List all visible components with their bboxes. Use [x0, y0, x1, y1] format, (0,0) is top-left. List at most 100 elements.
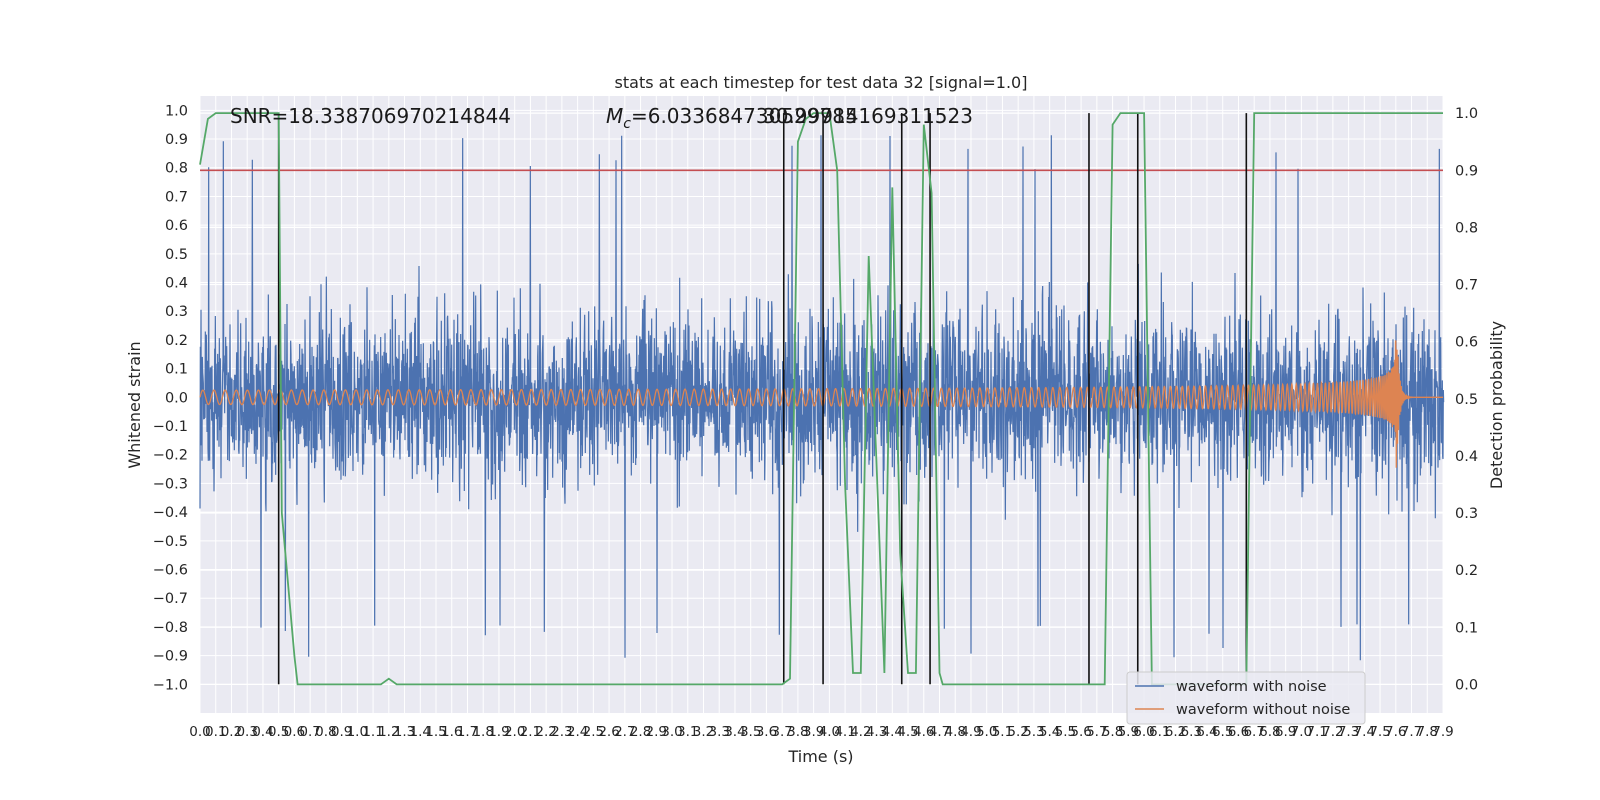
x-tick-label: 1.6 — [441, 724, 462, 740]
x-tick-label: 0.3 — [236, 724, 257, 740]
x-tick-label: 1.4 — [410, 724, 431, 740]
x-tick-label: 6.7 — [1243, 724, 1264, 740]
y2-tick-label: 0.6 — [1455, 335, 1478, 351]
x-tick-label: 2.6 — [598, 724, 619, 740]
y2-tick-label: 0.1 — [1455, 620, 1478, 636]
x-tick-label: 4.9 — [960, 724, 981, 740]
x-tick-label: 5.7 — [1086, 724, 1107, 740]
x-tick-label: 6.9 — [1275, 724, 1296, 740]
x-tick-label: 7.3 — [1338, 724, 1359, 740]
x-tick-label: 7.6 — [1385, 724, 1406, 740]
x-tick-label: 4.3 — [866, 724, 887, 740]
y-tick-label: −1.0 — [153, 677, 188, 693]
x-tick-label: 7.9 — [1432, 724, 1453, 740]
x-tick-label: 0.7 — [299, 724, 320, 740]
chirp-mass-subscript: c — [623, 116, 631, 132]
y2-tick-label: 0.9 — [1455, 163, 1478, 179]
y2-tick-label: 0.0 — [1455, 677, 1478, 693]
x-tick-label: 4.0 — [819, 724, 840, 740]
clean-series — [199, 340, 1443, 468]
x-tick-label: 2.9 — [646, 724, 667, 740]
x-tick-label: 5.6 — [1070, 724, 1091, 740]
legend-box — [1126, 671, 1366, 725]
x-tick-label: 3.7 — [771, 724, 792, 740]
y2-tick-label: 0.7 — [1455, 278, 1478, 294]
x-tick-label: 6.8 — [1259, 724, 1280, 740]
tick-labels: −1.0 −0.9 −0.8 −0.7 −0.6 −0.5 −0.4 −0.3 −0.2 −0.1… — [153, 103, 1478, 740]
x-tick-label: 5.4 — [1039, 724, 1060, 740]
x-tick-label: 1.2 — [378, 724, 399, 740]
x-tick-label: 7.0 — [1291, 724, 1312, 740]
x-tick-label: 6.5 — [1212, 724, 1233, 740]
x-tick-label: 3.9 — [803, 724, 824, 740]
x-tick-label: 0.5 — [268, 724, 289, 740]
x-tick-label: 5.5 — [1055, 724, 1076, 740]
x-tick-label: 2.1 — [520, 724, 541, 740]
y2-axis-label: Detection probability — [1487, 321, 1506, 489]
x-tick-label: 4.8 — [944, 724, 965, 740]
chirp-mass-value: =6.033684730529785 — [631, 104, 858, 128]
x-tick-label: 0.2 — [221, 724, 242, 740]
x-tick-label: 0.1 — [205, 724, 226, 740]
x-tick-label: 4.7 — [929, 724, 950, 740]
y-tick-label: 1.0 — [165, 103, 188, 119]
y-tick-label: −0.4 — [153, 505, 188, 521]
x-tick-label: 2.2 — [535, 724, 556, 740]
x-tick-label: 5.1 — [992, 724, 1013, 740]
x-tick-label: 5.9 — [1118, 724, 1139, 740]
x-tick-label: 5.2 — [1007, 724, 1028, 740]
x-tick-label: 2.5 — [583, 724, 604, 740]
y-tick-label: −0.6 — [153, 563, 188, 579]
x-tick-label: 3.6 — [756, 724, 777, 740]
x-tick-label: 3.0 — [661, 724, 682, 740]
y-tick-label: 0.9 — [165, 132, 188, 148]
chirp-mass-annotation: Mc=6.033684730529785 — [606, 104, 858, 132]
x-tick-label: 1.0 — [347, 724, 368, 740]
legend-label-noise: waveform with noise — [1176, 679, 1327, 695]
x-tick-label: 7.2 — [1322, 724, 1343, 740]
x-tick-label: 5.8 — [1102, 724, 1123, 740]
x-tick-label: 1.7 — [457, 724, 478, 740]
y-axis-label: Whitened strain — [125, 341, 144, 468]
x-tick-label: 7.4 — [1354, 724, 1375, 740]
x-tick-label: 4.5 — [897, 724, 918, 740]
x-tick-label: 4.2 — [850, 724, 871, 740]
y2-tick-label: 0.8 — [1455, 220, 1478, 236]
y2-tick-label: 0.5 — [1455, 392, 1478, 408]
x-tick-label: 1.3 — [394, 724, 415, 740]
x-axis-label: Time (s) — [787, 747, 853, 766]
detection-markers — [200, 113, 1443, 685]
x-tick-label: 0.6 — [284, 724, 305, 740]
x-tick-label: 3.5 — [740, 724, 761, 740]
x-tick-label: 5.3 — [1023, 724, 1044, 740]
x-tick-label: 7.8 — [1417, 724, 1438, 740]
y2-tick-label: 0.2 — [1455, 563, 1478, 579]
x-tick-label: 6.6 — [1228, 724, 1249, 740]
x-tick-label: 5.0 — [976, 724, 997, 740]
x-tick-label: 2.8 — [630, 724, 651, 740]
y2-tick-label: 1.0 — [1455, 106, 1478, 122]
y-tick-label: 0.6 — [165, 218, 188, 234]
x-tick-label: 3.2 — [693, 724, 714, 740]
y-tick-label: 0.7 — [165, 189, 188, 205]
x-tick-label: 0.9 — [331, 724, 352, 740]
y-tick-label: −0.8 — [153, 620, 188, 636]
x-tick-label: 6.4 — [1196, 724, 1217, 740]
y-tick-label: −0.5 — [153, 534, 188, 550]
x-tick-label: 2.0 — [504, 724, 525, 740]
y-tick-label: 0.8 — [165, 161, 188, 177]
y-tick-label: −0.3 — [153, 476, 188, 492]
x-tick-label: 2.4 — [567, 724, 588, 740]
y-tick-label: −0.7 — [153, 591, 188, 607]
x-tick-label: 7.1 — [1306, 724, 1327, 740]
x-tick-label: 6.0 — [1133, 724, 1154, 740]
x-tick-label: 2.7 — [614, 724, 635, 740]
x-tick-label: 1.8 — [472, 724, 493, 740]
x-tick-label: 1.5 — [425, 724, 446, 740]
y-tick-label: 0.0 — [165, 390, 188, 406]
overlap-annotation: 30.99914169311523 — [763, 104, 973, 128]
x-tick-label: 7.7 — [1401, 724, 1422, 740]
chirp-mass-symbol: M — [606, 104, 623, 128]
clean-waveform-line — [199, 340, 1443, 468]
y-tick-label: 0.4 — [165, 276, 188, 292]
